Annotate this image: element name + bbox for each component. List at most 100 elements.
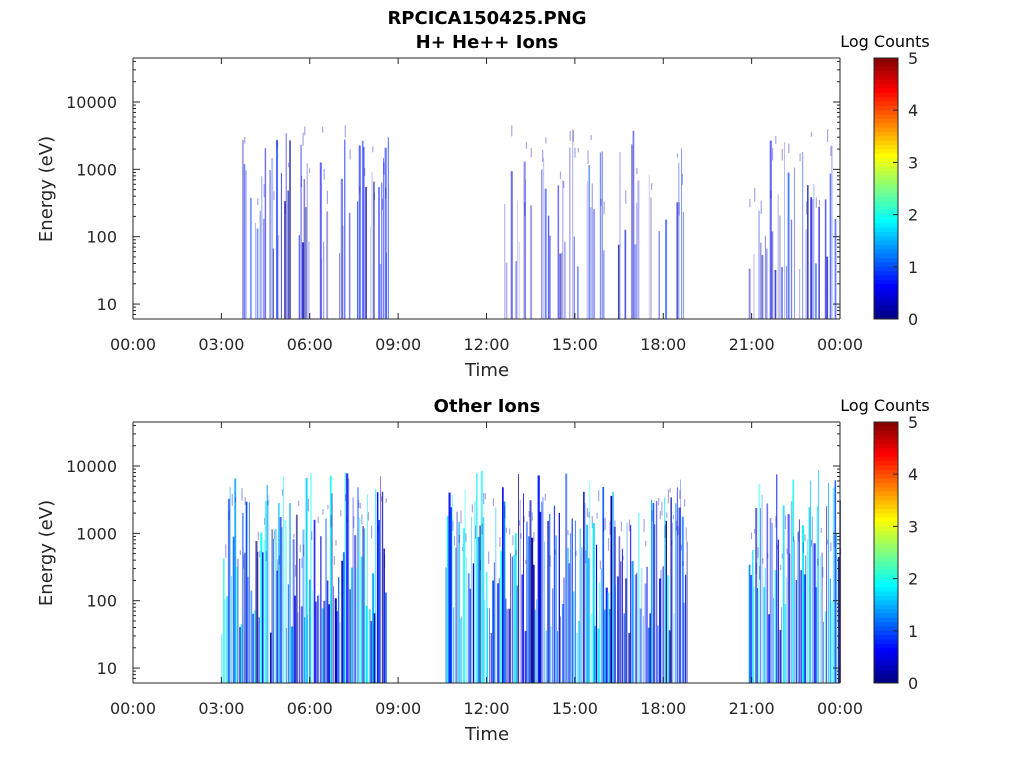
- count-streak: [623, 613, 625, 683]
- spectrogram-area: [242, 125, 837, 319]
- count-speck: [330, 515, 332, 528]
- count-streak: [504, 203, 506, 319]
- colorbar-segment: [874, 482, 898, 488]
- x-tick-label: 12:00: [463, 699, 509, 718]
- count-streak: [779, 629, 782, 683]
- colorbar-segment: [874, 201, 898, 207]
- count-streak: [604, 609, 606, 683]
- count-streak: [266, 484, 268, 683]
- count-streak: [517, 200, 518, 319]
- count-streak: [380, 476, 381, 683]
- colorbar: 0 1 2 3 4 5: [873, 49, 918, 329]
- count-speck: [636, 167, 638, 175]
- colorbar-segment: [874, 487, 898, 493]
- count-streak: [291, 626, 294, 683]
- count-streak: [649, 613, 651, 683]
- count-streak: [368, 609, 371, 683]
- count-speck: [483, 492, 485, 505]
- count-streak: [824, 199, 827, 319]
- count-speck: [257, 198, 259, 206]
- count-streak: [581, 547, 583, 683]
- count-streak: [651, 499, 653, 683]
- count-speck: [806, 201, 808, 215]
- count-streak: [686, 541, 688, 683]
- colorbar-segment: [874, 275, 898, 281]
- count-streak: [672, 522, 673, 683]
- count-streak: [461, 616, 463, 683]
- count-streak: [572, 129, 574, 319]
- count-streak: [784, 603, 787, 683]
- count-speck: [827, 129, 829, 142]
- panel-other-ions: Other Ions 00:00 03:00 06:00 09:00 12:00 15:0…: [36, 396, 930, 745]
- count-speck: [323, 168, 325, 180]
- count-streak: [321, 608, 324, 683]
- count-streak: [635, 202, 638, 319]
- colorbar-segment: [874, 184, 898, 190]
- count-streak: [668, 630, 671, 683]
- colorbar-segment: [874, 223, 898, 229]
- colorbar-segment: [874, 162, 898, 168]
- colorbar-tick-label: 4: [908, 465, 918, 484]
- count-streak: [536, 599, 537, 683]
- count-streak: [274, 528, 277, 683]
- count-streak: [287, 584, 289, 683]
- count-streak: [768, 614, 770, 683]
- count-streak: [341, 560, 344, 683]
- count-streak: [363, 146, 365, 319]
- count-streak: [276, 139, 278, 319]
- colorbar-segment: [874, 613, 898, 619]
- count-speck: [462, 547, 464, 552]
- count-streak: [569, 147, 571, 319]
- count-speck: [669, 487, 671, 493]
- count-streak: [681, 148, 682, 319]
- count-streak: [676, 202, 679, 319]
- count-streak: [561, 604, 564, 683]
- count-streak: [823, 621, 824, 683]
- count-speck: [346, 516, 348, 522]
- count-streak: [358, 145, 361, 319]
- count-streak: [331, 493, 333, 683]
- count-streak: [531, 537, 534, 683]
- x-tick-label: 03:00: [198, 699, 244, 718]
- count-speck: [523, 516, 525, 523]
- colorbar-segment: [874, 271, 898, 276]
- count-streak: [278, 502, 280, 683]
- count-streak: [467, 573, 470, 683]
- colorbar-segment: [874, 84, 898, 89]
- count-streak: [240, 624, 243, 683]
- count-speck: [651, 183, 653, 190]
- count-streak: [280, 173, 282, 319]
- count-streak: [798, 519, 800, 683]
- count-speck: [504, 505, 506, 518]
- count-streak: [500, 550, 503, 683]
- count-streak: [305, 207, 307, 319]
- colorbar-segment: [874, 509, 898, 514]
- count-speck: [762, 558, 764, 564]
- axes: 00:00 03:00 06:00 09:00 12:00 15:00 18:00 21:00…: [66, 421, 863, 718]
- count-speck: [681, 173, 683, 185]
- colorbar-segment: [874, 149, 898, 155]
- count-streak: [590, 207, 592, 319]
- count-streak: [655, 501, 658, 683]
- colorbar-segment: [874, 530, 898, 536]
- colorbar-segment: [874, 495, 898, 501]
- count-speck: [273, 530, 275, 540]
- count-streak: [379, 264, 382, 319]
- count-streak: [284, 201, 286, 319]
- count-streak: [570, 533, 571, 683]
- count-streak: [384, 147, 387, 319]
- colorbar-segment: [874, 661, 898, 667]
- count-streak: [631, 144, 633, 319]
- count-streak: [824, 611, 827, 683]
- count-streak: [631, 561, 634, 683]
- count-streak: [607, 592, 610, 683]
- count-streak: [832, 487, 835, 683]
- count-streak: [286, 627, 287, 683]
- count-speck: [453, 536, 456, 546]
- count-speck: [264, 517, 266, 525]
- count-streak: [659, 578, 662, 683]
- count-streak: [505, 262, 508, 319]
- count-streak: [634, 244, 637, 319]
- count-speck: [385, 187, 387, 199]
- count-speck: [358, 500, 360, 508]
